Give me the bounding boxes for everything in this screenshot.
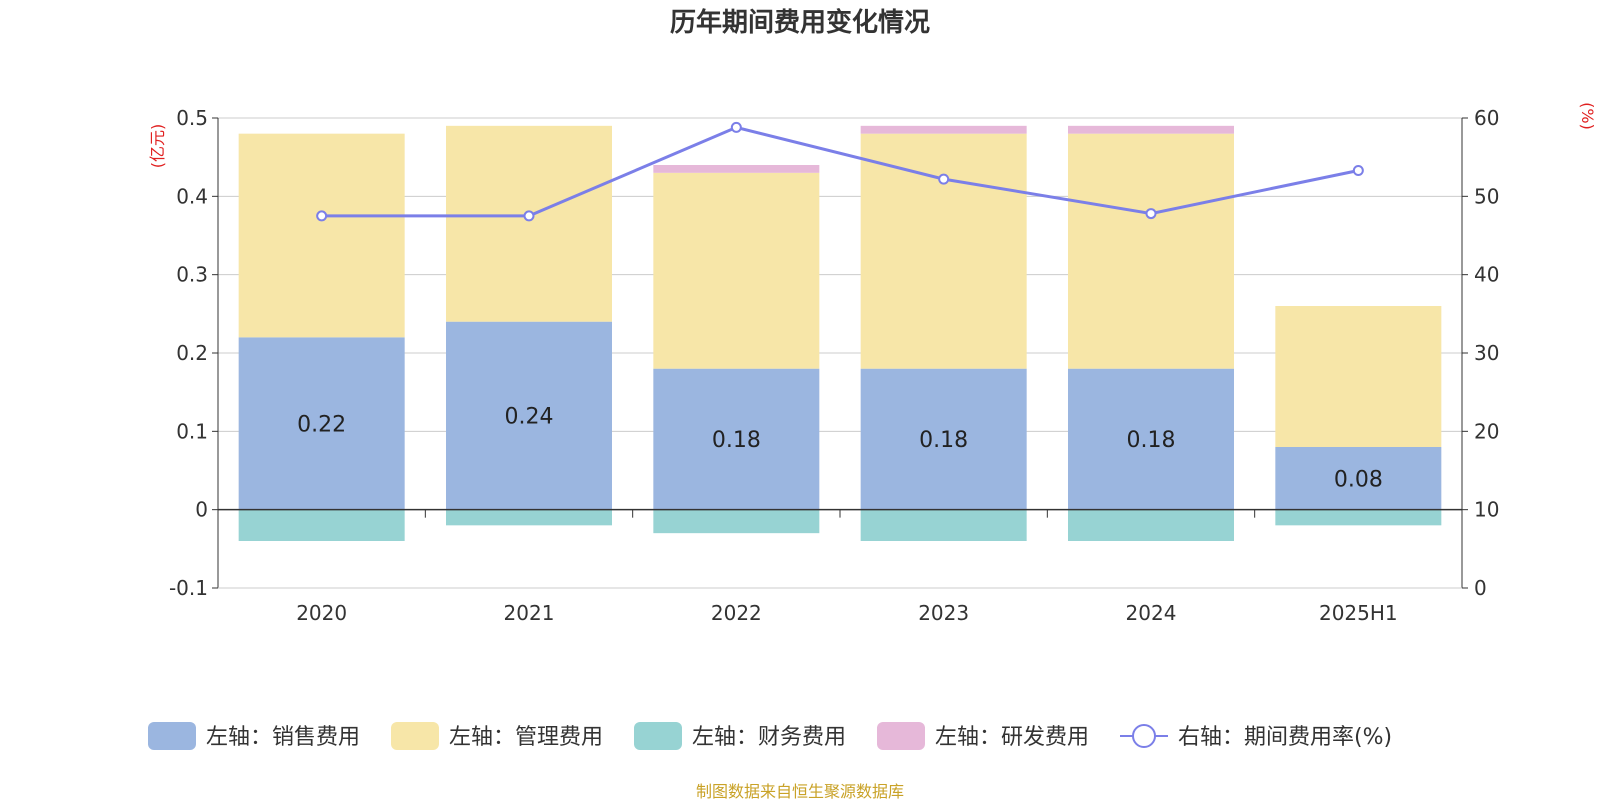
x-tick-label: 2021 xyxy=(504,601,555,625)
x-tick-label: 2020 xyxy=(296,601,347,625)
legend-label: 左轴：财务费用 xyxy=(692,725,846,750)
bar-segment xyxy=(1275,509,1442,526)
left-tick-label: 0.5 xyxy=(176,106,208,130)
axes-group: -0.1 0 0.1 0.2 0.3 0.4 0.5 0 10 20 30 40 50 60 2020 202… xyxy=(169,106,1499,625)
bar-segment xyxy=(238,133,405,338)
bar-segment xyxy=(238,509,405,541)
rate-point xyxy=(938,173,950,185)
bar-segment xyxy=(1068,133,1234,369)
right-tick-label: 30 xyxy=(1474,341,1499,365)
legend-swatch xyxy=(634,722,682,750)
rate-point xyxy=(523,210,535,222)
legend-label: 左轴：管理费用 xyxy=(449,725,603,750)
bar-segment xyxy=(653,172,820,369)
bar-segment xyxy=(860,509,1027,541)
data-label: 0.18 xyxy=(919,428,968,453)
rate-line-group xyxy=(316,121,1364,222)
rate-point xyxy=(316,210,328,222)
legend-label: 左轴：销售费用 xyxy=(206,725,360,750)
data-labels-group: 0.22 0.24 0.18 0.18 0.18 0.08 xyxy=(297,405,1383,493)
data-label: 0.18 xyxy=(1127,428,1176,453)
x-tick-label: 2025H1 xyxy=(1319,601,1398,625)
legend-swatch xyxy=(877,722,925,750)
bar-segment xyxy=(860,133,1027,369)
data-label: 0.18 xyxy=(712,428,761,453)
right-tick-label: 60 xyxy=(1474,106,1499,130)
bar-segment xyxy=(446,321,612,510)
bars-group xyxy=(238,125,1442,541)
left-tick-label: 0.3 xyxy=(176,263,208,287)
bar-segment xyxy=(1275,306,1442,447)
right-axis-unit: (%) xyxy=(1578,102,1597,130)
right-tick-label: 0 xyxy=(1474,576,1487,600)
source-note: 制图数据来自恒生聚源数据库 xyxy=(695,782,904,801)
legend-circle-symbol xyxy=(1132,724,1156,748)
left-tick-label: 0 xyxy=(195,498,208,522)
right-tick-label: 20 xyxy=(1474,419,1499,443)
left-tick-label: 0.1 xyxy=(176,419,208,443)
left-tick-label: 0.4 xyxy=(176,184,208,208)
legend-swatch xyxy=(148,722,196,750)
legend-swatch xyxy=(391,722,439,750)
legend-label: 左轴：研发费用 xyxy=(935,725,1089,750)
left-tick-label: 0.2 xyxy=(176,341,208,365)
chart-title: 历年期间费用变化情况 xyxy=(670,7,930,38)
bar-segment xyxy=(446,125,612,322)
bar-segment xyxy=(446,509,612,526)
right-tick-label: 50 xyxy=(1474,184,1499,208)
left-axis-unit: (亿元) xyxy=(148,124,167,169)
bar-segment xyxy=(653,165,820,173)
bar-segment xyxy=(653,509,820,534)
data-label: 0.08 xyxy=(1334,467,1383,492)
legend: 左轴：销售费用 左轴：管理费用 左轴：财务费用 左轴：研发费用 右轴：期间费用率(%) xyxy=(148,722,1392,750)
left-tick-label: -0.1 xyxy=(169,576,208,600)
x-tick-label: 2023 xyxy=(918,601,969,625)
rate-line xyxy=(321,125,1359,218)
rate-point xyxy=(1145,208,1157,220)
data-label: 0.24 xyxy=(505,405,554,430)
bar-segment xyxy=(860,125,1027,134)
bar-segment xyxy=(1068,509,1234,541)
bar-segment xyxy=(860,368,1027,510)
right-tick-label: 10 xyxy=(1474,498,1499,522)
bar-segment xyxy=(238,337,405,510)
bar-segment xyxy=(1068,125,1234,134)
x-tick-label: 2024 xyxy=(1126,601,1177,625)
rate-point xyxy=(1352,164,1364,176)
data-label: 0.22 xyxy=(297,413,346,438)
rate-point xyxy=(730,121,742,133)
x-tick-label: 2022 xyxy=(711,601,762,625)
bar-segment xyxy=(1068,368,1234,510)
bar-segment xyxy=(653,368,820,510)
right-tick-label: 40 xyxy=(1474,263,1499,287)
bar-segment xyxy=(1275,447,1442,510)
legend-label: 右轴：期间费用率(%) xyxy=(1178,725,1392,750)
